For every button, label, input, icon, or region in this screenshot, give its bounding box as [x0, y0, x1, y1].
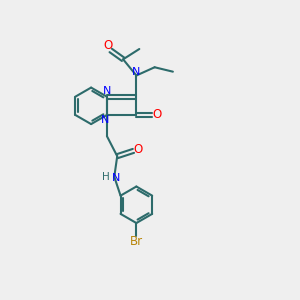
- Text: N: N: [103, 86, 111, 96]
- Text: O: O: [103, 39, 112, 52]
- Text: O: O: [134, 143, 143, 156]
- Text: H: H: [102, 172, 110, 182]
- Text: O: O: [152, 109, 161, 122]
- Text: N: N: [112, 173, 120, 183]
- Text: N: N: [101, 115, 110, 125]
- Text: N: N: [132, 67, 141, 77]
- Text: Br: Br: [130, 235, 143, 248]
